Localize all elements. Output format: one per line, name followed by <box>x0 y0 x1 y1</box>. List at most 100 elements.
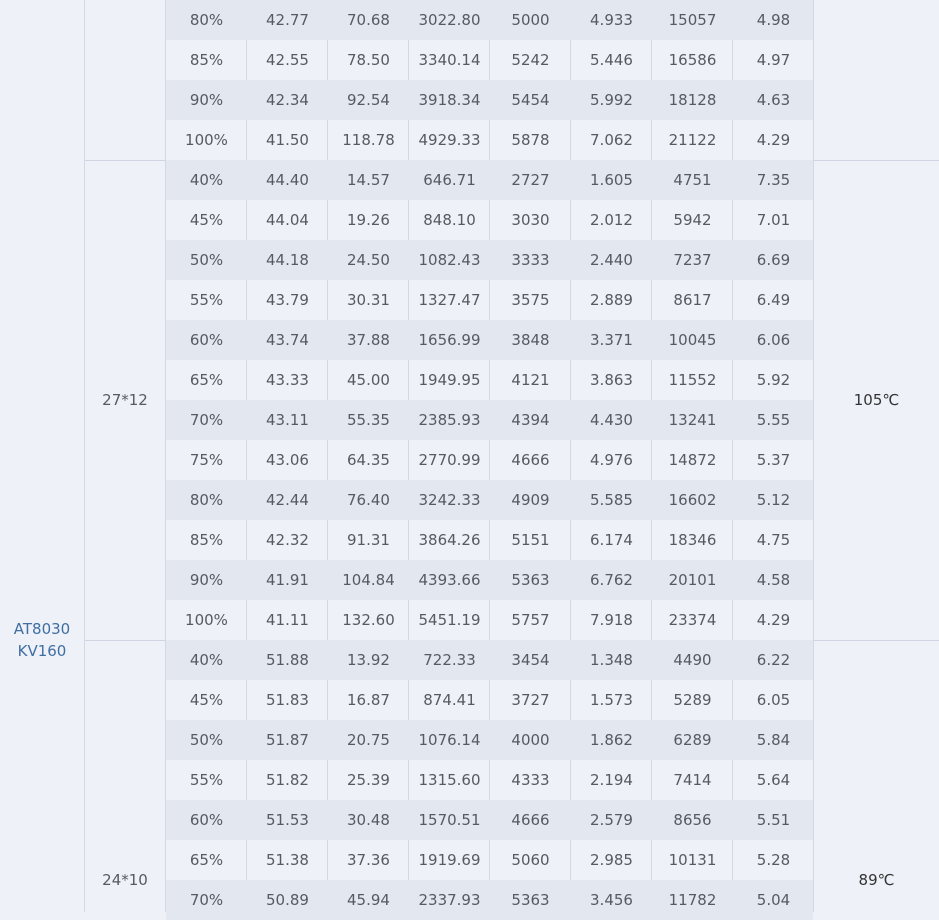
throttle-cell: 70% <box>189 891 224 909</box>
thrust-cell: 5.446 <box>590 51 633 69</box>
rpm-cell: 3030 <box>511 211 550 229</box>
thrust-cell: 4.976 <box>590 451 633 469</box>
throttle-cell: 50% <box>189 731 224 749</box>
current-cell: 64.35 <box>347 451 390 469</box>
rpm-cell: 5151 <box>511 531 550 549</box>
rpm-cell: 5363 <box>511 571 550 589</box>
voltage-cell: 42.55 <box>266 51 309 69</box>
torque-cell: 16586 <box>668 51 717 69</box>
torque-cell: 16602 <box>668 491 717 509</box>
rpm-cell: 3333 <box>511 251 550 269</box>
voltage-cell: 50.89 <box>266 891 309 909</box>
temperature-cell: 89℃ <box>858 871 895 889</box>
power-cell: 1656.99 <box>418 331 481 349</box>
efficiency-cell: 4.63 <box>756 91 791 109</box>
table-row: 55% 51.82 25.39 1315.60 4333 2.194 7414 5.64 <box>166 760 813 800</box>
voltage-cell: 51.88 <box>266 651 309 669</box>
voltage-cell: 41.50 <box>266 131 309 149</box>
efficiency-cell: 4.98 <box>756 11 791 29</box>
table-row: 85% 42.32 91.31 3864.26 5151 6.174 18346 4.75 <box>166 520 813 560</box>
throttle-cell: 60% <box>189 811 224 829</box>
current-cell: 118.78 <box>342 131 395 149</box>
efficiency-cell: 4.97 <box>756 51 791 69</box>
efficiency-cell: 4.29 <box>756 611 791 629</box>
thrust-cell: 1.862 <box>590 731 633 749</box>
table-row: 100% 41.11 132.60 5451.19 5757 7.918 23374 4.29 <box>166 600 813 640</box>
rpm-cell: 3848 <box>511 331 550 349</box>
propeller-size-cell: 24*10 <box>102 871 148 889</box>
current-cell: 78.50 <box>347 51 390 69</box>
voltage-cell: 41.91 <box>266 571 309 589</box>
thrust-cell: 2.889 <box>590 291 633 309</box>
torque-cell: 8656 <box>673 811 712 829</box>
torque-cell: 11782 <box>668 891 717 909</box>
row-stripe <box>166 640 813 680</box>
current-cell: 45.00 <box>347 371 390 389</box>
power-cell: 874.41 <box>423 691 476 709</box>
current-cell: 14.57 <box>347 171 390 189</box>
current-cell: 55.35 <box>347 411 390 429</box>
thrust-cell: 2.440 <box>590 251 633 269</box>
thrust-cell: 5.585 <box>590 491 633 509</box>
motor-kv-rating: KV160 <box>17 642 67 660</box>
row-stripe <box>166 0 813 40</box>
thrust-cell: 2.012 <box>590 211 633 229</box>
row-stripe <box>166 80 813 120</box>
torque-cell: 18128 <box>668 91 717 109</box>
throttle-cell: 55% <box>189 291 224 309</box>
thrust-cell: 6.762 <box>590 571 633 589</box>
throttle-cell: 75% <box>189 451 224 469</box>
current-cell: 19.26 <box>347 211 390 229</box>
power-cell: 3864.26 <box>418 531 481 549</box>
rpm-cell: 4394 <box>511 411 550 429</box>
power-cell: 1082.43 <box>418 251 481 269</box>
power-cell: 1919.69 <box>418 851 481 869</box>
current-cell: 25.39 <box>347 771 390 789</box>
throttle-cell: 45% <box>189 211 224 229</box>
torque-cell: 20101 <box>668 571 717 589</box>
thrust-cell: 1.573 <box>590 691 633 709</box>
throttle-cell: 50% <box>189 251 224 269</box>
throttle-cell: 80% <box>189 11 224 29</box>
table-row: 85% 42.55 78.50 3340.14 5242 5.446 16586 4.97 <box>166 40 813 80</box>
rpm-cell: 2727 <box>511 171 550 189</box>
table-row: 90% 41.91 104.84 4393.66 5363 6.762 20101 4.58 <box>166 560 813 600</box>
throttle-cell: 55% <box>189 771 224 789</box>
thrust-cell: 5.992 <box>590 91 633 109</box>
column-divider <box>489 0 490 912</box>
torque-cell: 7237 <box>673 251 712 269</box>
thrust-cell: 7.918 <box>590 611 633 629</box>
current-cell: 24.50 <box>347 251 390 269</box>
thrust-cell: 4.933 <box>590 11 633 29</box>
efficiency-cell: 7.01 <box>756 211 791 229</box>
efficiency-cell: 5.92 <box>756 371 791 389</box>
voltage-cell: 44.04 <box>266 211 309 229</box>
table-row: 70% 43.11 55.35 2385.93 4394 4.430 13241 5.55 <box>166 400 813 440</box>
torque-cell: 14872 <box>668 451 717 469</box>
rpm-cell: 3727 <box>511 691 550 709</box>
rpm-cell: 4121 <box>511 371 550 389</box>
efficiency-cell: 5.28 <box>756 851 791 869</box>
rpm-cell: 4666 <box>511 451 550 469</box>
table-row: 55% 43.79 30.31 1327.47 3575 2.889 8617 6.49 <box>166 280 813 320</box>
rpm-cell: 4333 <box>511 771 550 789</box>
row-stripe <box>166 800 813 840</box>
table-row: 40% 51.88 13.92 722.33 3454 1.348 4490 6.22 <box>166 640 813 680</box>
torque-cell: 13241 <box>668 411 717 429</box>
power-cell: 3022.80 <box>418 11 481 29</box>
voltage-cell: 51.87 <box>266 731 309 749</box>
thrust-cell: 3.371 <box>590 331 633 349</box>
efficiency-cell: 6.05 <box>756 691 791 709</box>
throttle-cell: 40% <box>189 171 224 189</box>
current-cell: 16.87 <box>347 691 390 709</box>
column-divider <box>327 0 328 912</box>
current-cell: 76.40 <box>347 491 390 509</box>
rpm-cell: 5242 <box>511 51 550 69</box>
table-row: 90% 42.34 92.54 3918.34 5454 5.992 18128 4.63 <box>166 80 813 120</box>
thrust-cell: 3.456 <box>590 891 633 909</box>
rpm-cell: 5454 <box>511 91 550 109</box>
voltage-cell: 43.33 <box>266 371 309 389</box>
efficiency-cell: 5.37 <box>756 451 791 469</box>
current-cell: 37.88 <box>347 331 390 349</box>
current-cell: 45.94 <box>347 891 390 909</box>
